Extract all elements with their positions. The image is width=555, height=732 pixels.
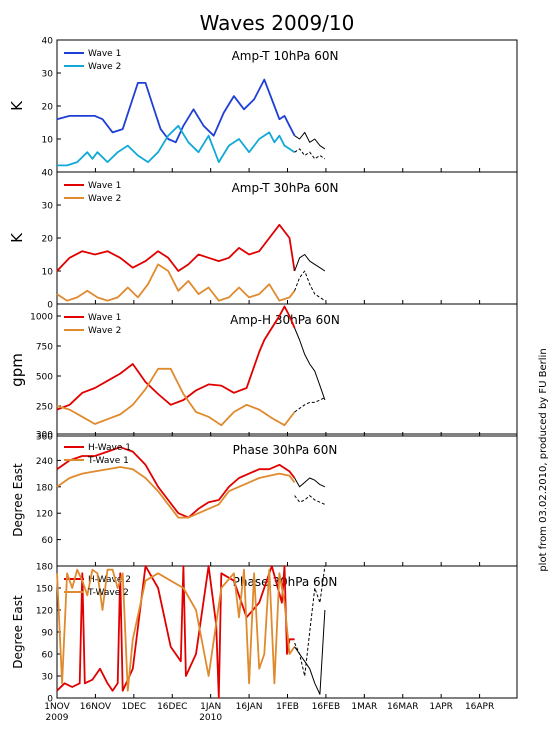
panel-title: Amp-T 30hPa 60N [232, 181, 339, 195]
x-tick-label: 16JAN [236, 702, 263, 712]
forecast-line [294, 477, 326, 488]
y-tick-label: 1000 [30, 313, 53, 323]
series-line-wave-2 [56, 367, 296, 427]
forecast-line [294, 148, 326, 160]
series-line-wave-1 [56, 305, 296, 411]
legend-entry: Wave 2 [88, 62, 121, 72]
x-tick-label: 16APR [465, 702, 494, 712]
x-tick-label: 1JAN [200, 702, 221, 712]
series-line-wave-1 [56, 223, 296, 272]
y-tick-label: 120 [36, 510, 53, 520]
panel-2: 0 10 20 30 40 K Amp-T 30hPa 60N Wave 1 Wave 2 [8, 169, 518, 311]
y-tick-label: 180 [36, 483, 53, 493]
legend-entry: T-Wave 1 [87, 456, 129, 466]
panel-4: 60 120 180 240 300 Degree East Phase 30hPa 60N… [11, 431, 518, 567]
x-year-label: 2010 [199, 713, 222, 723]
y-tick-label: 250 [36, 403, 53, 413]
y-tick-label: 30 [42, 202, 54, 212]
y-tick-label: 0 [47, 301, 53, 311]
series-line-h-wave-2 [56, 565, 295, 699]
x-tick-label: 1MAR [351, 702, 377, 712]
y-tick-label: 500 [36, 373, 53, 383]
x-tick-label: 16DEC [157, 702, 187, 712]
y-axis-label: K [8, 232, 26, 243]
y-tick-label: 360 [36, 433, 53, 443]
forecast-line [294, 131, 326, 150]
y-tick-label: 60 [42, 536, 54, 546]
legend-entry: Wave 1 [88, 313, 121, 323]
legend-entry: Wave 2 [88, 194, 121, 204]
y-tick-label: 150 [36, 585, 53, 595]
y-axis-label: K [8, 100, 26, 111]
legend-entry: Wave 1 [88, 49, 121, 59]
y-tick-label: 20 [42, 103, 54, 113]
y-tick-label: 0 [47, 695, 53, 705]
x-tick-label: 16NOV [80, 702, 112, 712]
x-tick-label: 1APR [429, 702, 453, 712]
x-tick-label: 1NOV [44, 702, 70, 712]
series-line-wave-2 [57, 124, 296, 167]
panel-3: 360 250 500 750 1000 gpm Amp-H 30hPa 60N Wave 1… [8, 303, 518, 443]
legend-entry: H-Wave 2 [88, 575, 131, 585]
y-tick-label: 750 [36, 343, 53, 353]
y-tick-label: 30 [42, 70, 54, 80]
legend-entry: H-Wave 1 [88, 443, 131, 453]
footer-credit: plot from 03.02.2010, produced by FU Ber… [538, 348, 549, 571]
y-tick-label: 40 [42, 37, 54, 47]
y-tick-label: 40 [42, 169, 54, 179]
series-line-t-wave-2 [56, 568, 296, 692]
y-axis-label: gpm [8, 353, 26, 387]
panel-title: Amp-H 30hPa 60N [230, 313, 340, 327]
legend-entry: T-Wave 2 [87, 588, 129, 598]
y-tick-label: 60 [42, 651, 54, 661]
series-line-wave-1 [56, 78, 296, 144]
legend-entry: Wave 1 [88, 181, 121, 191]
y-tick-label: 20 [42, 235, 54, 245]
y-tick-label: 120 [36, 607, 53, 617]
y-tick-label: 90 [42, 629, 54, 639]
panel-1: 10 20 30 40 K Amp-T 10hPa 60N Wave 1 Wave 2 [8, 37, 518, 173]
y-axis-label: Degree East [11, 595, 25, 669]
x-tick-label: 16FEB [312, 702, 341, 712]
x-year-label: 2009 [46, 713, 69, 723]
y-tick-label: 30 [42, 673, 54, 683]
forecast-line [294, 565, 326, 677]
y-tick-label: 180 [36, 563, 53, 573]
figure-title: Waves 2009/10 [200, 11, 355, 35]
x-tick-label: 1FEB [276, 702, 299, 712]
y-tick-label: 300 [36, 431, 53, 441]
forecast-line [294, 397, 326, 413]
series-line-wave-2 [56, 263, 296, 302]
y-tick-label: 10 [42, 136, 54, 146]
forecast-line [294, 254, 326, 272]
panel-title: Amp-T 10hPa 60N [232, 49, 339, 63]
y-axis-label: Degree East [11, 463, 25, 537]
legend-entry: Wave 2 [88, 326, 121, 336]
panel-title: Phase 30hPa 60N [233, 443, 338, 457]
forecast-line [294, 495, 326, 505]
series-line-t-wave-1 [56, 466, 296, 519]
x-tick-label: 1DEC [122, 702, 147, 712]
x-tick-label: 16MAR [387, 702, 419, 712]
forecast-line [294, 327, 326, 401]
y-tick-label: 10 [42, 268, 54, 278]
panel-frame [56, 303, 518, 437]
forecast-line [294, 270, 326, 302]
y-tick-label: 240 [36, 457, 53, 467]
